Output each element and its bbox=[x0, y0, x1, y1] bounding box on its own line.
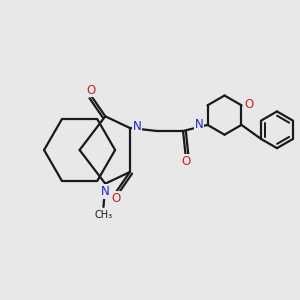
Text: O: O bbox=[87, 83, 96, 97]
Text: N: N bbox=[101, 185, 110, 198]
Text: N: N bbox=[195, 118, 203, 131]
Text: N: N bbox=[133, 120, 142, 133]
Text: O: O bbox=[111, 192, 120, 205]
Text: CH₃: CH₃ bbox=[94, 210, 112, 220]
Text: O: O bbox=[182, 155, 191, 168]
Text: O: O bbox=[244, 98, 254, 111]
